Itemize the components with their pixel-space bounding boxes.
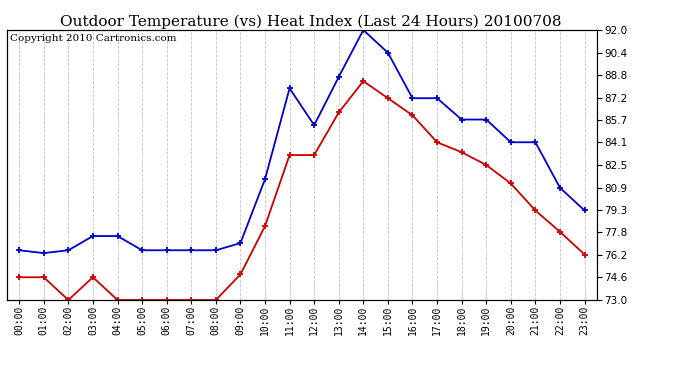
Text: Outdoor Temperature (vs) Heat Index (Last 24 Hours) 20100708: Outdoor Temperature (vs) Heat Index (Las…: [60, 15, 561, 29]
Text: Copyright 2010 Cartronics.com: Copyright 2010 Cartronics.com: [10, 34, 177, 43]
